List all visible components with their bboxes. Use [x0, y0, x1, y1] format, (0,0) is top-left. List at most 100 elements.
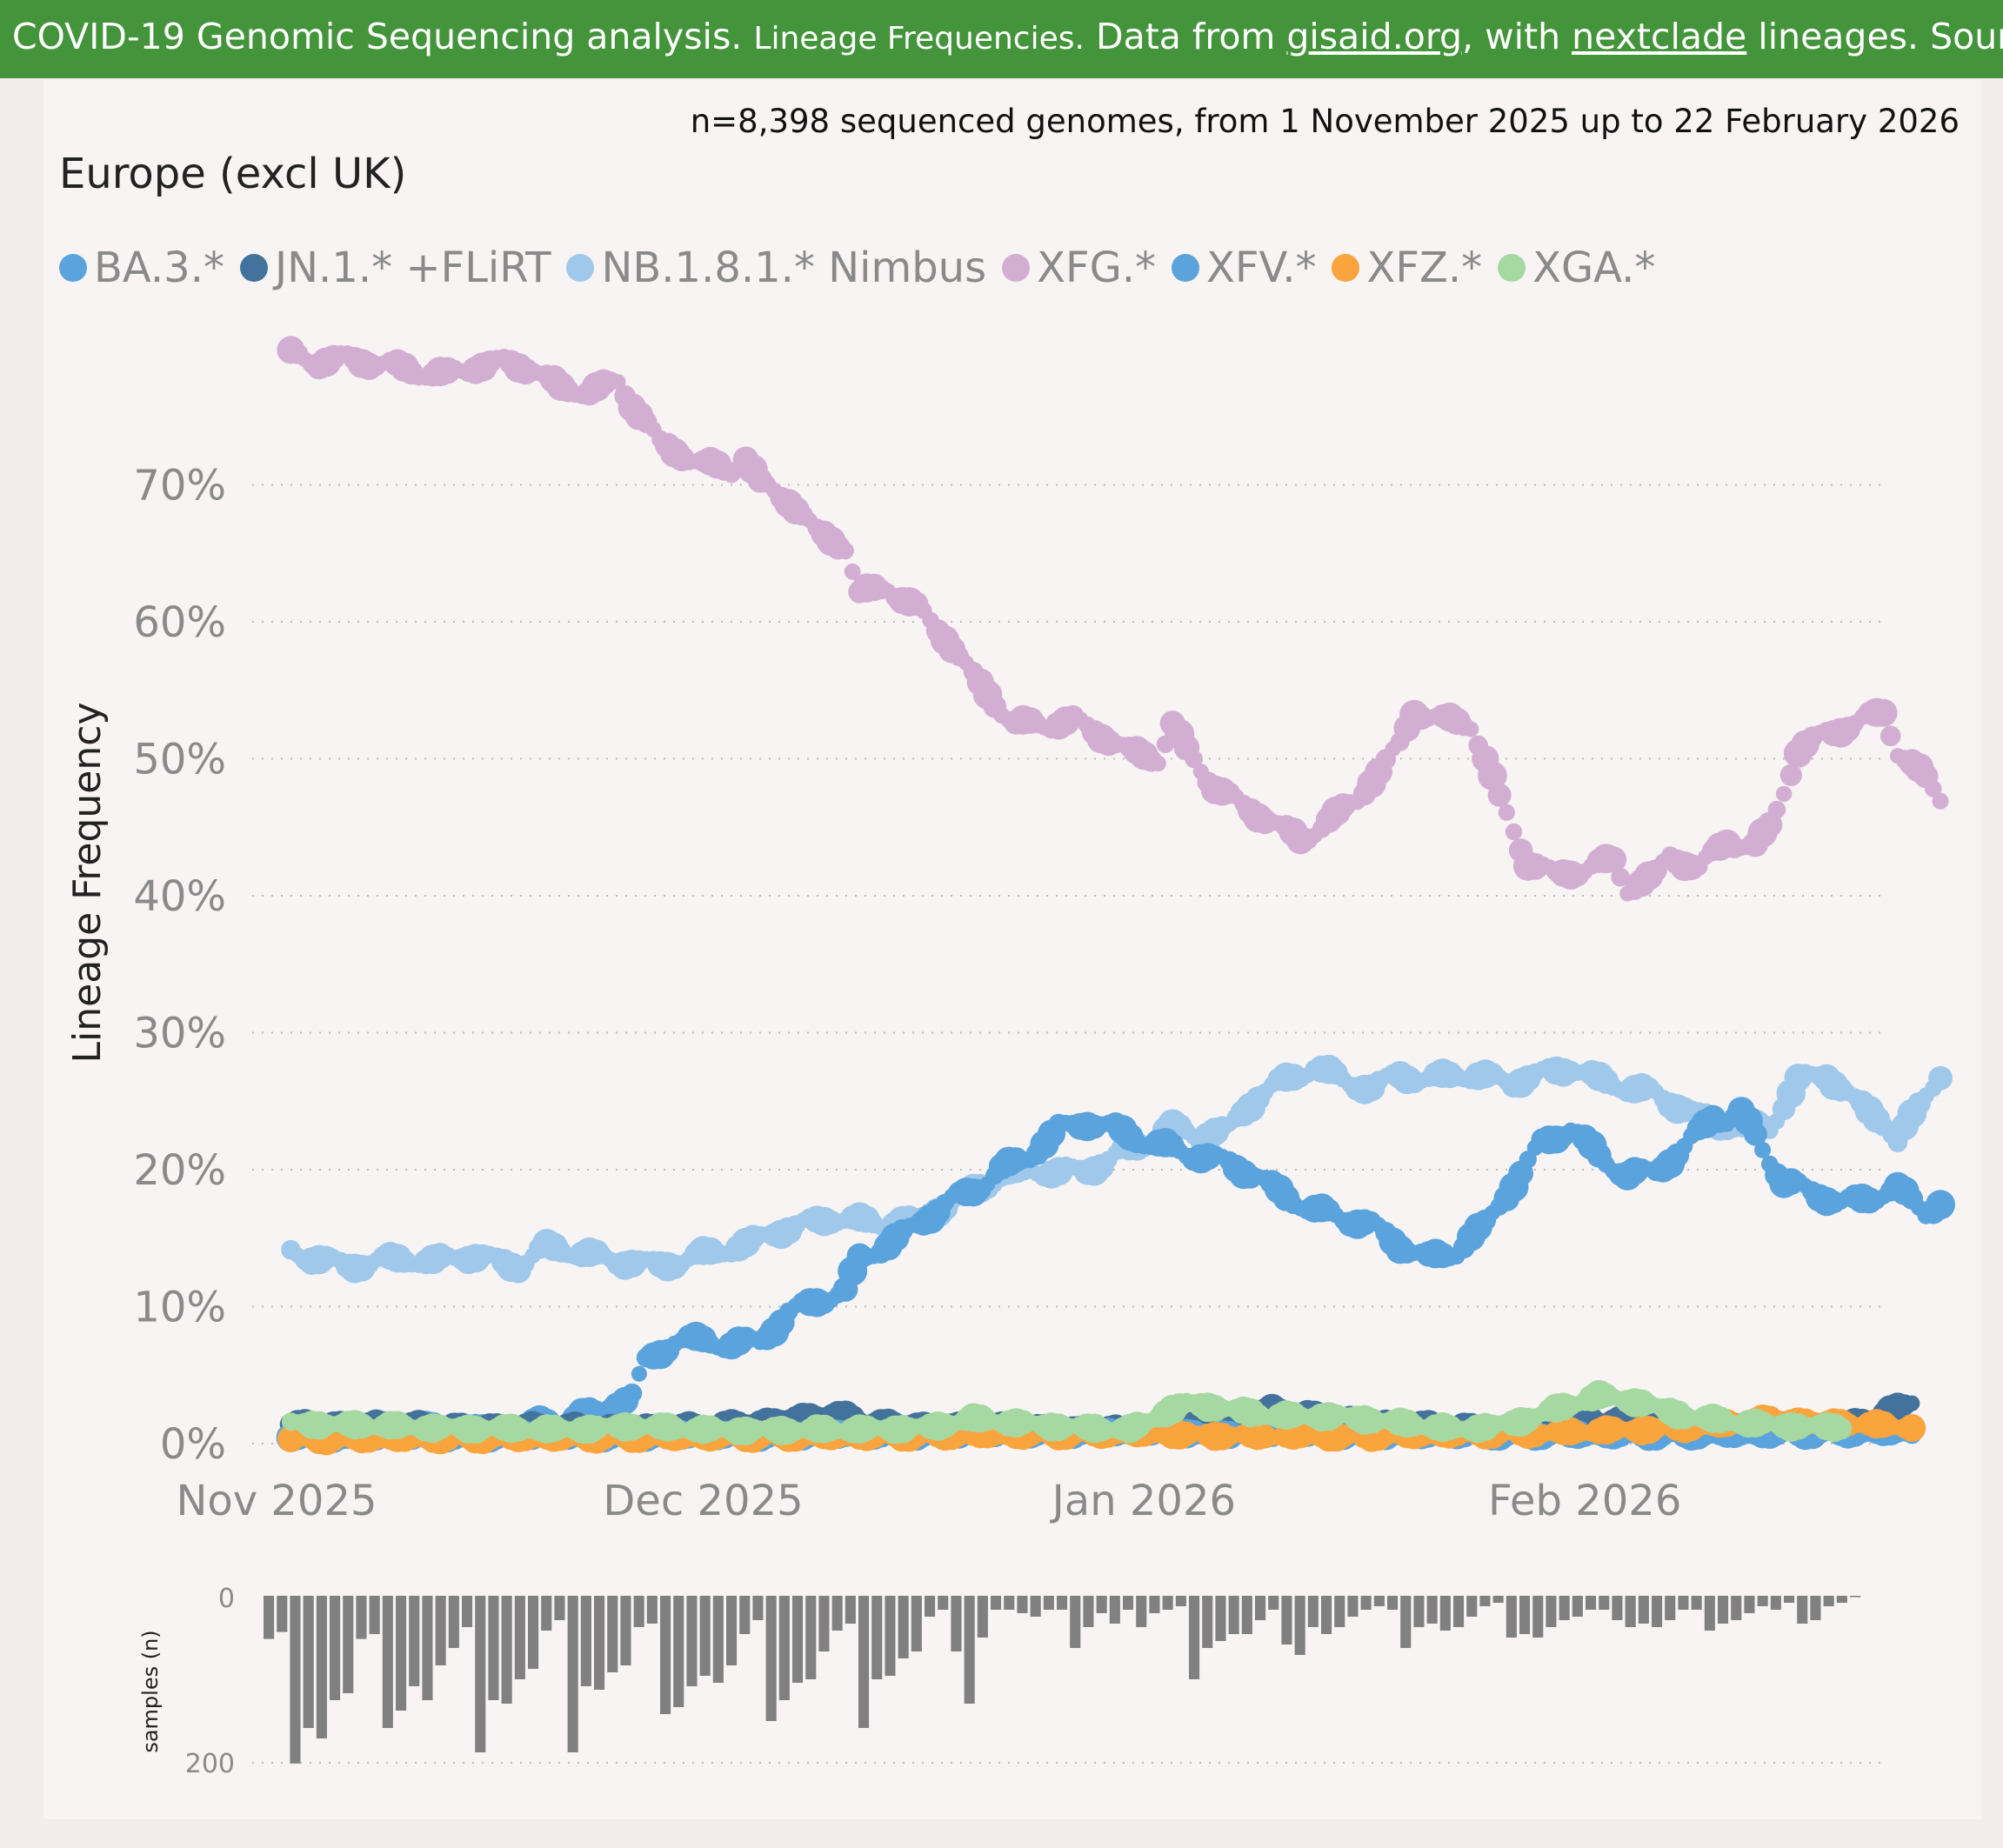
- sample-bar: [1228, 1596, 1239, 1634]
- data-point: [1898, 1414, 1926, 1442]
- sample-bar: [1334, 1596, 1345, 1627]
- legend-dot-icon: [566, 254, 595, 282]
- sample-bar: [1599, 1596, 1610, 1610]
- sample-bar: [396, 1596, 407, 1711]
- sample-bar: [739, 1596, 751, 1634]
- sample-bar: [356, 1596, 367, 1639]
- sample-bar: [1586, 1596, 1597, 1610]
- sample-bar: [303, 1596, 314, 1728]
- sample-bar: [554, 1596, 565, 1620]
- data-point: [1478, 761, 1507, 791]
- sample-bar: [673, 1596, 684, 1707]
- data-point: [1932, 792, 1949, 810]
- sample-bar: [475, 1596, 486, 1752]
- sample-bar: [607, 1596, 618, 1672]
- sample-bar: [1519, 1596, 1531, 1634]
- sample-bar: [422, 1596, 433, 1700]
- legend-item-xfz[interactable]: XFZ.*: [1332, 244, 1482, 292]
- sample-bar: [1413, 1596, 1425, 1627]
- sample-bar: [1492, 1596, 1504, 1603]
- sample-bar: [1175, 1596, 1186, 1606]
- sample-bar: [620, 1596, 631, 1665]
- sample-bar: [1453, 1596, 1465, 1627]
- bar-y-tick-label: 200: [185, 1749, 235, 1779]
- sample-bar: [1665, 1596, 1676, 1620]
- sample-bar: [1797, 1596, 1808, 1624]
- sample-bar: [1784, 1596, 1795, 1603]
- y-tick-label: 40%: [133, 872, 226, 921]
- sample-bar: [1043, 1596, 1054, 1610]
- x-tick-label: Nov 2025: [176, 1477, 377, 1525]
- sample-bar: [369, 1596, 380, 1634]
- sample-bar: [448, 1596, 459, 1648]
- sample-bar: [646, 1596, 658, 1624]
- sample-bar: [1678, 1596, 1689, 1610]
- sample-bar: [316, 1596, 327, 1738]
- sample-bar: [712, 1596, 724, 1683]
- sample-bar: [580, 1596, 591, 1686]
- data-point: [631, 1365, 647, 1382]
- sample-bar: [660, 1596, 671, 1714]
- sample-bar: [1559, 1596, 1570, 1620]
- sample-bar: [1731, 1596, 1742, 1620]
- sample-bar: [1373, 1596, 1385, 1606]
- sample-bar: [1400, 1596, 1412, 1648]
- sample-bar: [382, 1596, 393, 1728]
- data-point: [1498, 804, 1515, 821]
- sample-bar: [1546, 1596, 1557, 1627]
- nextclade-link[interactable]: nextclade: [1572, 16, 1747, 57]
- legend-item-jn1[interactable]: JN.1.* +FLiRT: [239, 244, 551, 292]
- sample-bar: [462, 1596, 473, 1627]
- y-tick-label: 50%: [133, 736, 226, 784]
- sample-bar: [1625, 1596, 1636, 1627]
- data-point: [1599, 846, 1627, 873]
- legend-label: XFG.*: [1037, 244, 1157, 292]
- sample-bar: [1718, 1596, 1729, 1624]
- legend-item-ba3[interactable]: BA.3.*: [59, 244, 224, 292]
- legend-dot-icon: [59, 254, 87, 282]
- sample-bar: [1572, 1596, 1583, 1617]
- sample-bar: [938, 1596, 949, 1610]
- data-point: [1767, 800, 1786, 819]
- data-point: [1869, 698, 1898, 727]
- data-point: [1185, 750, 1203, 769]
- sample-bar: [1096, 1596, 1107, 1613]
- sample-bar: [1004, 1596, 1015, 1610]
- y-tick-label: 20%: [133, 1146, 226, 1195]
- sample-bar: [991, 1596, 1002, 1610]
- sample-bar: [1836, 1596, 1847, 1603]
- sample-bar: [1810, 1596, 1821, 1620]
- data-point: [1463, 721, 1479, 737]
- y-tick-label: 30%: [133, 1010, 226, 1058]
- sample-bar: [264, 1596, 275, 1639]
- x-tick-label: Jan 2026: [1050, 1477, 1236, 1525]
- sample-bar: [911, 1596, 922, 1651]
- legend-item-xfg[interactable]: XFG.*: [1002, 244, 1156, 292]
- legend-item-xga[interactable]: XGA.*: [1498, 244, 1655, 292]
- legend-label: XGA.*: [1532, 244, 1656, 292]
- bar-y-tick-label: 0: [218, 1584, 235, 1614]
- data-point: [1744, 1122, 1767, 1146]
- gisaid-link[interactable]: gisaid.org: [1286, 16, 1462, 57]
- sample-bar: [925, 1596, 936, 1617]
- sample-bar: [831, 1596, 843, 1631]
- x-tick-label: Feb 2026: [1488, 1477, 1681, 1525]
- y-axis-label: Lineage Frequency: [65, 703, 110, 1064]
- legend-item-xfv[interactable]: XFV.*: [1172, 244, 1316, 292]
- header-title-main: COVID-19 Genomic Sequencing analysis.: [12, 16, 743, 57]
- legend-dot-icon: [1332, 254, 1360, 282]
- sample-bar: [1387, 1596, 1399, 1610]
- data-point: [1829, 1417, 1853, 1440]
- legend-label: NB.1.8.1.* Nimbus: [601, 244, 987, 292]
- data-point: [1925, 780, 1942, 797]
- sample-bar: [977, 1596, 988, 1638]
- sample-bar: [1083, 1596, 1094, 1627]
- header-banner: COVID-19 Genomic Sequencing analysis. Li…: [0, 0, 2003, 78]
- sample-bar: [528, 1596, 539, 1669]
- sample-bar: [1202, 1596, 1213, 1648]
- legend-item-nb181[interactable]: NB.1.8.1.* Nimbus: [566, 244, 986, 292]
- sample-bar: [699, 1596, 711, 1676]
- legend-label: XFZ.*: [1366, 244, 1483, 292]
- sample-bar: [541, 1596, 552, 1631]
